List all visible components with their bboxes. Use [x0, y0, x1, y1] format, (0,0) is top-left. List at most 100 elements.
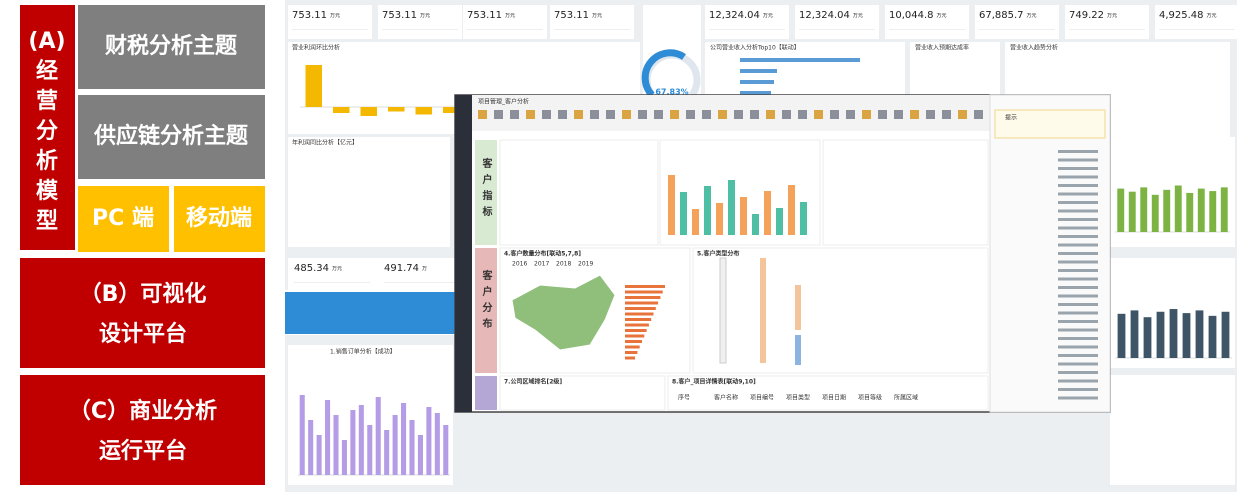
model-label: (A): [28, 29, 65, 54]
toolbar-icon: [590, 110, 599, 119]
year-tab: 2019: [578, 261, 593, 268]
bar: [1117, 313, 1126, 358]
kpi-card: [550, 5, 634, 39]
kpi-card: [380, 258, 464, 292]
panel: [499, 139, 659, 246]
kpi-divider: [294, 282, 370, 283]
kpi-unit: 万元: [1107, 13, 1117, 19]
bar: [1174, 185, 1182, 232]
bar: [1208, 315, 1217, 358]
dashboard-card: [288, 137, 450, 247]
decor-hbar: [740, 58, 860, 62]
toolbar-icon: [718, 110, 727, 119]
tree-item: [1058, 362, 1098, 366]
toolbar-icon: [894, 110, 903, 119]
kpi-divider: [554, 29, 630, 30]
tree-item: [1058, 294, 1098, 298]
toolbar-icon: [558, 110, 567, 119]
platform-label: （C）商业分析: [69, 398, 217, 424]
bar: [1151, 194, 1159, 232]
decor-bar: [800, 202, 807, 235]
table-header: 项目等级: [858, 394, 882, 402]
decor-hbar: [625, 340, 642, 343]
bar: [1195, 310, 1204, 358]
tree-item: [1058, 218, 1098, 221]
bar: [375, 397, 381, 475]
toolbar-icon: [622, 110, 631, 119]
toolbar-icon: [798, 110, 807, 119]
tree-item: [1058, 201, 1098, 204]
bar: [1130, 310, 1139, 358]
theme-box: [78, 5, 265, 89]
kpi-divider: [384, 282, 460, 283]
decor-bar: [680, 192, 687, 235]
tree-item: [1058, 303, 1098, 306]
kpi-divider: [467, 29, 543, 30]
bar: [1169, 309, 1178, 358]
tree-item: [1058, 354, 1098, 357]
year-tab: 2016: [512, 261, 527, 268]
tree-item: [1058, 379, 1098, 383]
flow-block: [795, 285, 801, 330]
toolbar-icon: [638, 110, 647, 119]
bar: [1221, 311, 1230, 358]
side-label: 客户指标: [480, 157, 493, 222]
table-header: 所属区域: [894, 394, 918, 402]
bar: [443, 107, 460, 113]
gauge-value: 67.83%: [655, 88, 688, 97]
year-tab: 2018: [556, 261, 571, 268]
bar: [443, 425, 449, 475]
hint-text: 提示: [1005, 114, 1017, 122]
tree-item: [1058, 184, 1098, 187]
dashboard-title: 公司营业收入分析Top10【联动】: [710, 44, 800, 52]
decor-bar: [740, 197, 747, 235]
tree-item: [1058, 150, 1098, 153]
table-header: 客户名称: [714, 394, 738, 402]
platform-label: 运行平台: [99, 438, 187, 464]
kpi-divider: [979, 29, 1055, 30]
decor-bar: [752, 214, 759, 235]
toolbar-icon: [782, 110, 791, 119]
kpi-unit: 万元: [592, 13, 602, 19]
bar: [333, 415, 339, 475]
decor-hbar: [625, 307, 656, 310]
platform-label: 设计平台: [99, 321, 187, 347]
kpi-unit: 万元: [420, 13, 430, 19]
dashboard-card: [1110, 137, 1235, 247]
kpi-unit: 万元: [330, 13, 340, 19]
theme-label: 供应链分析主题: [93, 123, 249, 149]
decor-bar: [716, 203, 723, 235]
decor-hbar: [625, 285, 665, 288]
bar: [299, 395, 305, 475]
kpi-divider: [382, 29, 458, 30]
bar: [1143, 317, 1152, 358]
toolbar-icon: [910, 110, 919, 119]
side-cell: [475, 376, 497, 410]
tree-item: [1058, 167, 1098, 170]
tree-item: [1058, 328, 1098, 332]
kpi-unit: 万元: [1027, 13, 1037, 19]
kpi-unit: 万元: [853, 13, 863, 19]
bar: [360, 107, 377, 116]
toolbar-icon: [734, 110, 743, 119]
tree-item: [1058, 396, 1098, 400]
kpi-unit: 万元: [937, 13, 947, 19]
theme-label: 财税分析主题: [105, 33, 238, 59]
dashboard-title: 营业收入预期达成率: [915, 44, 969, 52]
decor-hbar: [740, 80, 774, 84]
bar: [1163, 189, 1171, 232]
banner: [285, 292, 455, 334]
toolbar-icon: [862, 110, 871, 119]
client-label: PC 端: [92, 206, 154, 231]
bar: [415, 107, 432, 115]
kpi-value: 10,044.8 万元: [889, 10, 947, 21]
tree-item: [1058, 286, 1098, 289]
bar: [401, 403, 407, 475]
platform-box: [20, 375, 265, 485]
bar: [341, 440, 347, 475]
toolbar-icon: [926, 110, 935, 119]
kpi-card: [795, 5, 879, 39]
kpi-number: 491.74: [384, 263, 419, 274]
kpi-value: 753.11 万元: [382, 10, 430, 21]
